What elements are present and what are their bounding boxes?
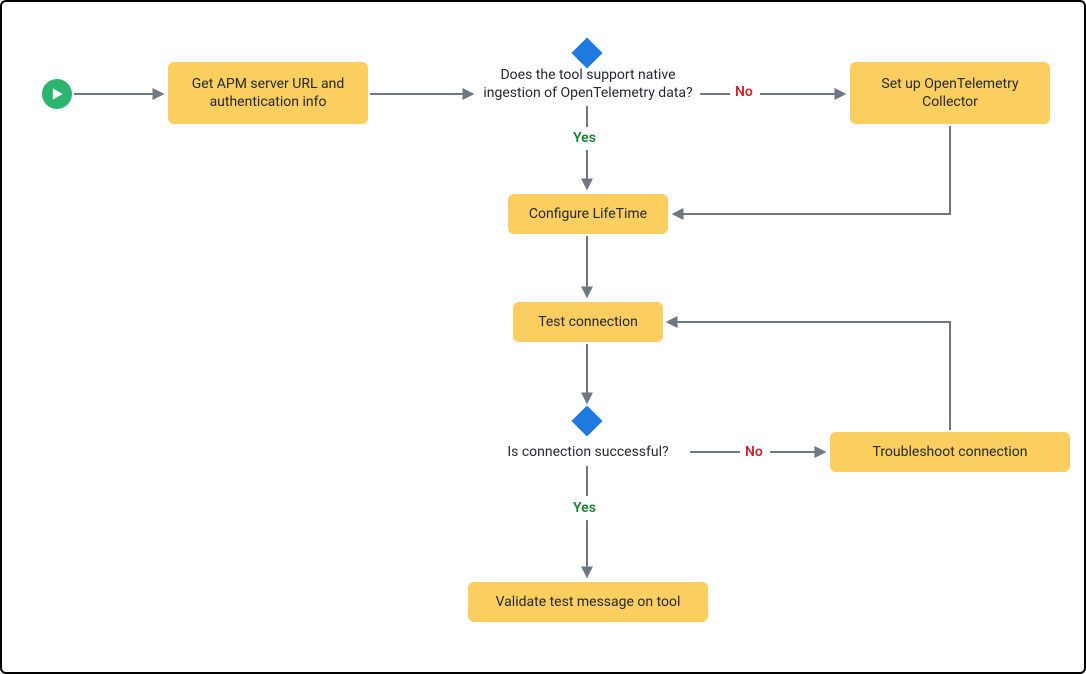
node-label: Does the tool support native ingestion o…	[478, 66, 698, 102]
edge-e_trouble_back	[668, 322, 950, 430]
node-label: Validate test message on tool	[496, 593, 681, 611]
node-label: Is connection successful?	[507, 443, 668, 461]
decision-marker-2	[571, 405, 602, 436]
start-node	[42, 79, 72, 109]
node-decision-native-ingestion: Does the tool support native ingestion o…	[478, 64, 698, 104]
node-label: Test connection	[538, 313, 638, 331]
node-validate-test-message: Validate test message on tool	[468, 582, 708, 622]
label-no-2: No	[745, 444, 763, 460]
node-label: Get APM server URL and authentication in…	[182, 75, 354, 111]
play-icon	[50, 87, 64, 101]
node-label: Troubleshoot connection	[872, 443, 1027, 461]
label-yes-1: Yes	[573, 130, 596, 146]
node-test-connection: Test connection	[513, 302, 663, 342]
node-troubleshoot-connection: Troubleshoot connection	[830, 432, 1070, 472]
flowchart-canvas: Get APM server URL and authentication in…	[0, 0, 1086, 674]
node-get-apm: Get APM server URL and authentication in…	[168, 62, 368, 124]
label-no-1: No	[735, 84, 753, 100]
edge-e_otel_conf	[674, 126, 950, 214]
node-decision-connection-successful: Is connection successful?	[488, 440, 688, 464]
label-yes-2: Yes	[573, 500, 596, 516]
node-configure-lifetime: Configure LifeTime	[508, 194, 668, 234]
node-label: Configure LifeTime	[529, 205, 647, 223]
node-label: Set up OpenTelemetry Collector	[864, 75, 1036, 111]
node-setup-otel-collector: Set up OpenTelemetry Collector	[850, 62, 1050, 124]
